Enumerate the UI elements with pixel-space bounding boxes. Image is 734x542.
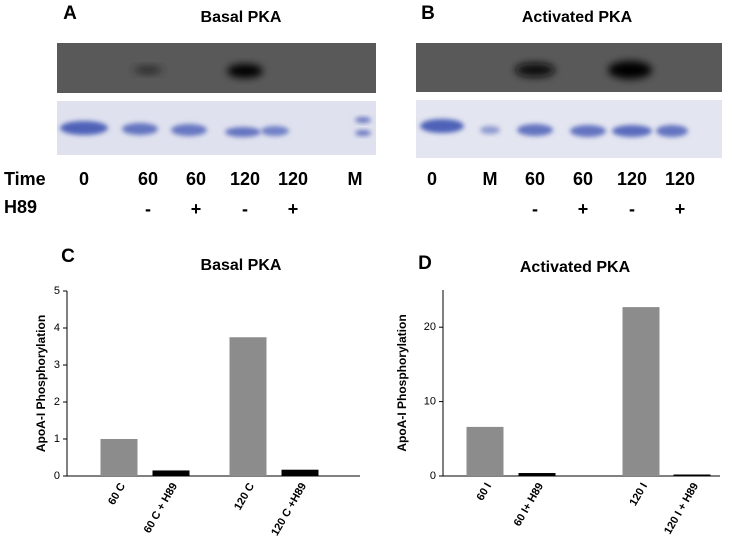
lane-h89: + bbox=[675, 199, 686, 219]
y-axis-label: ApoA-I Phosphorylation bbox=[34, 315, 48, 452]
x-tick-label: 120 I + H89 bbox=[662, 481, 701, 537]
x-tick-label: 60 C + H89 bbox=[142, 481, 180, 535]
row-label: Time bbox=[4, 169, 46, 189]
y-tick-label: 4 bbox=[54, 322, 60, 334]
lane-h89: - bbox=[145, 199, 151, 219]
bar bbox=[673, 474, 711, 476]
bar bbox=[466, 426, 504, 476]
panel-title: Basal PKA bbox=[201, 9, 282, 26]
gel-a-images bbox=[57, 43, 376, 155]
panel-title: Activated PKA bbox=[522, 9, 633, 26]
lane-time: 60 bbox=[138, 169, 158, 189]
chart-title: Activated PKA bbox=[520, 259, 631, 276]
y-tick-label: 1 bbox=[54, 433, 60, 445]
lane-h89: - bbox=[629, 199, 635, 219]
chart-title: Basal PKA bbox=[201, 257, 282, 274]
lane-time: 120 bbox=[617, 169, 647, 189]
x-tick-label: 60 I+ H89 bbox=[512, 481, 546, 529]
y-tick-label: 5 bbox=[54, 285, 60, 297]
lane-time: M bbox=[483, 169, 498, 189]
bar bbox=[281, 469, 319, 476]
lane-h89: - bbox=[532, 199, 538, 219]
lane-h89: + bbox=[191, 199, 202, 219]
x-tick-label: 120 I bbox=[627, 481, 650, 508]
y-axis-label: ApoA-I Phosphorylation bbox=[395, 314, 409, 451]
lane-time: M bbox=[348, 169, 363, 189]
panel-letter: A bbox=[63, 3, 77, 24]
lane-time: 120 bbox=[230, 169, 260, 189]
bar bbox=[229, 337, 267, 476]
lane-time: 120 bbox=[278, 169, 308, 189]
bar bbox=[100, 439, 138, 476]
gel-b-images bbox=[416, 43, 722, 158]
y-tick-label: 10 bbox=[424, 396, 436, 408]
panel-letter: B bbox=[421, 3, 435, 24]
lane-time: 0 bbox=[427, 169, 437, 189]
lane-time: 60 bbox=[525, 169, 545, 189]
panel-letter: C bbox=[61, 246, 75, 267]
bar bbox=[518, 473, 556, 476]
y-tick-label: 2 bbox=[54, 396, 60, 408]
lane-time: 120 bbox=[665, 169, 695, 189]
x-tick-label: 60 I bbox=[475, 481, 495, 503]
lane-h89: + bbox=[288, 199, 299, 219]
lane-h89: + bbox=[578, 199, 589, 219]
panel-letter: D bbox=[418, 253, 432, 274]
lane-time: 60 bbox=[573, 169, 593, 189]
y-tick-label: 3 bbox=[54, 359, 60, 371]
y-tick-label: 0 bbox=[430, 470, 436, 482]
x-tick-label: 120 C +H89 bbox=[269, 481, 309, 537]
y-tick-label: 0 bbox=[54, 470, 60, 482]
bar bbox=[622, 307, 660, 476]
lane-time: 0 bbox=[79, 169, 89, 189]
x-tick-label: 60 C bbox=[106, 481, 128, 507]
lane-h89: - bbox=[242, 199, 248, 219]
lane-time: 60 bbox=[186, 169, 206, 189]
y-tick-label: 20 bbox=[424, 321, 436, 333]
bar bbox=[152, 470, 190, 476]
row-label: H89 bbox=[4, 197, 37, 217]
x-tick-label: 120 C bbox=[232, 481, 257, 512]
